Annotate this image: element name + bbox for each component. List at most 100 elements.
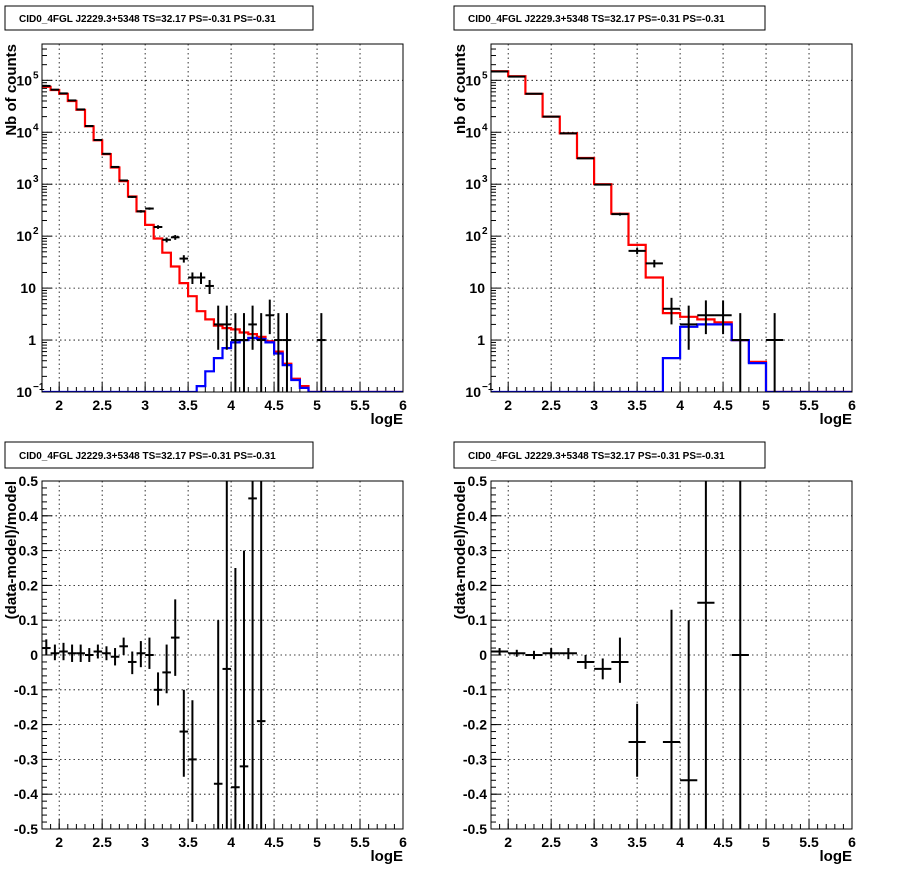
data-point [239,550,249,829]
y-tick-label: 10 [16,384,32,400]
x-tick-label: 6 [848,397,856,413]
y-tick-label: 0.2 [468,577,488,593]
data-point [102,152,111,155]
chart-title: CID0_4FGL J2229.3+5348 TS=32.17 PS=-0.31… [468,14,725,25]
y-tick-label: 0.5 [468,473,488,489]
data-point [162,237,171,243]
series-group [491,70,852,392]
y-tick-label: 0.5 [19,473,39,489]
x-tick-label: 6 [848,834,856,850]
data-point [196,272,206,284]
x-tick-label: 5.5 [350,834,370,850]
series-group [42,84,403,392]
plot-frame [41,480,404,830]
y-tick-label: 10 [16,176,32,192]
x-tick-label: 2.5 [541,397,561,413]
y-tick-label: -0.2 [463,717,487,733]
y-tick-label: -0.3 [14,751,38,767]
y-tick-label: 10 [16,124,32,140]
plot-frame [41,43,404,393]
y-tick-label: 1 [477,332,485,348]
x-tick-label: 4.5 [264,834,284,850]
y-tick-label: 0 [30,647,38,663]
y-tick-label: 0 [479,647,487,663]
data-point [282,313,292,392]
panel-bottom-left: CID0_4FGL J2229.3+5348 TS=32.17 PS=-0.31… [3,441,407,865]
y-tick-exponent: 3 [33,174,39,185]
y-axis-label: nb of counts [452,44,469,134]
y-tick-exponent: 3 [482,174,488,185]
x-tick-label: 6 [399,397,407,413]
title-box [453,441,766,469]
data-point [84,648,94,662]
data-point [697,481,715,829]
x-tick-label: 5 [313,834,321,850]
series-group [42,481,266,829]
y-tick-label: 10 [469,280,485,296]
y-tick-label: 0.2 [19,577,39,593]
data-point [153,225,163,229]
x-tick-label: 5.5 [799,834,819,850]
x-tick-label: 2.5 [92,397,112,413]
data-point [170,599,180,676]
data-point [213,620,223,829]
y-tick-label: 10 [465,124,481,140]
series-group [491,481,749,829]
data-point [110,165,120,168]
data-point [594,183,612,186]
x-tick-label: 5 [762,834,770,850]
x-tick-label: 3 [590,397,598,413]
data-point [59,642,68,661]
x-tick-label: 3.5 [627,397,647,413]
x-tick-label: 4.5 [713,834,733,850]
data-point [559,648,577,660]
y-tick-label: -0.1 [463,682,487,698]
y-tick-label: 0.1 [19,612,39,628]
data-point [662,609,681,829]
plot-frame [490,480,853,830]
data-point [265,299,275,335]
x-axis-label: logE [820,848,853,865]
x-tick-label: 2 [504,834,512,850]
data-point [628,703,646,777]
y-axis-label: (data-model)/model [452,481,469,619]
y-tick-label: 0.4 [19,508,39,524]
y-tick-label: 0.3 [19,543,39,559]
plot-area: 2 2.5 3 3.5 4 4.5 5 5.5 6 -0.5 -0.4 -0.3 -0.2 -0.1 0 0.… [14,473,407,850]
y-axis-label: (data-model)/model [3,481,20,619]
data-point [491,648,509,655]
data-point [256,313,266,392]
data-point [594,658,612,680]
x-tick-label: 3.5 [627,834,647,850]
data-point [731,313,749,392]
x-tick-label: 4 [676,397,684,413]
data-point [680,620,698,829]
y-tick-label: 10 [465,176,481,192]
x-tick-label: 5 [762,397,770,413]
y-tick-exponent: 2 [33,226,39,237]
x-tick-label: 3 [590,834,598,850]
y-axis-label: Nb of counts [3,44,20,136]
data-point [205,280,214,295]
data-point [256,481,266,829]
data-point [42,84,51,87]
data-point [93,138,103,141]
y-tick-label: 0.4 [468,508,488,524]
x-tick-label: 4 [227,834,235,850]
data-point [127,651,137,675]
data-point [231,313,240,392]
data-point [248,305,257,350]
y-tick-exponent: −1 [33,382,45,393]
data-point [67,644,77,662]
plot-area: 2 2.5 3 3.5 4 4.5 5 5.5 6 -0.5 -0.4 -0.3 -0.2 -0.1 0 0.… [463,473,856,850]
x-tick-label: 2.5 [541,834,561,850]
y-tick-label: 0.1 [468,612,488,628]
data-point [136,210,146,213]
panel-top-right: CID0_4FGL J2229.3+5348 TS=32.17 PS=-0.31… [452,5,856,428]
data-point [766,313,784,392]
data-point [697,300,715,335]
title-box [4,5,314,31]
data-point [731,481,749,829]
x-tick-label: 4 [227,397,235,413]
